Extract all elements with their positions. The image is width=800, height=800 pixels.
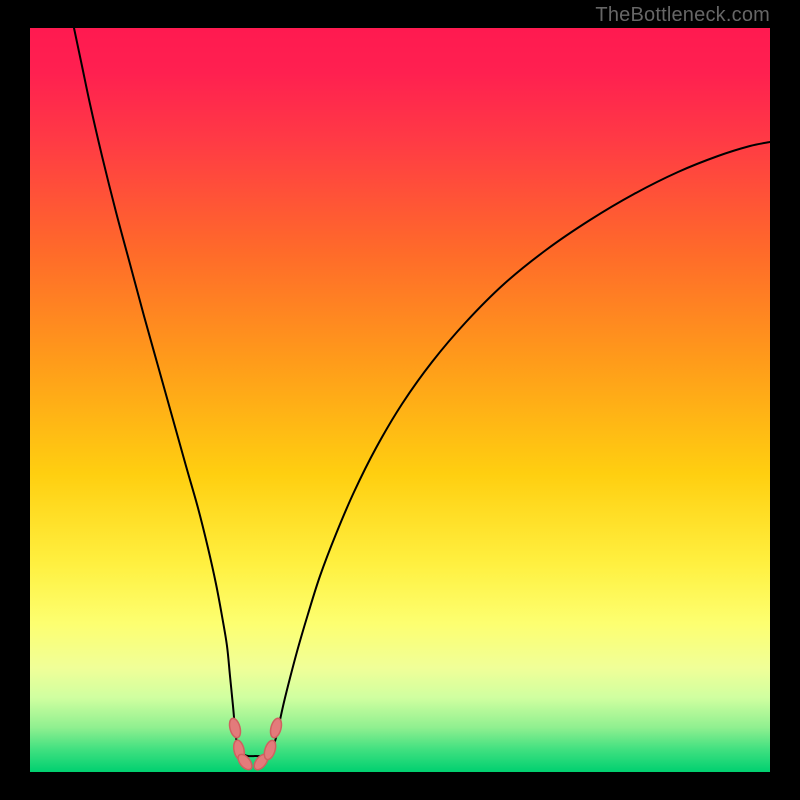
curve-marker: [269, 717, 284, 739]
curve-marker: [262, 739, 278, 761]
chart-plot-area: [30, 28, 770, 772]
bottleneck-curve: [74, 28, 770, 756]
curve-markers: [228, 717, 284, 772]
curve-marker: [228, 717, 243, 739]
attribution-text: TheBottleneck.com: [595, 4, 770, 27]
curve-layer: [30, 28, 770, 772]
